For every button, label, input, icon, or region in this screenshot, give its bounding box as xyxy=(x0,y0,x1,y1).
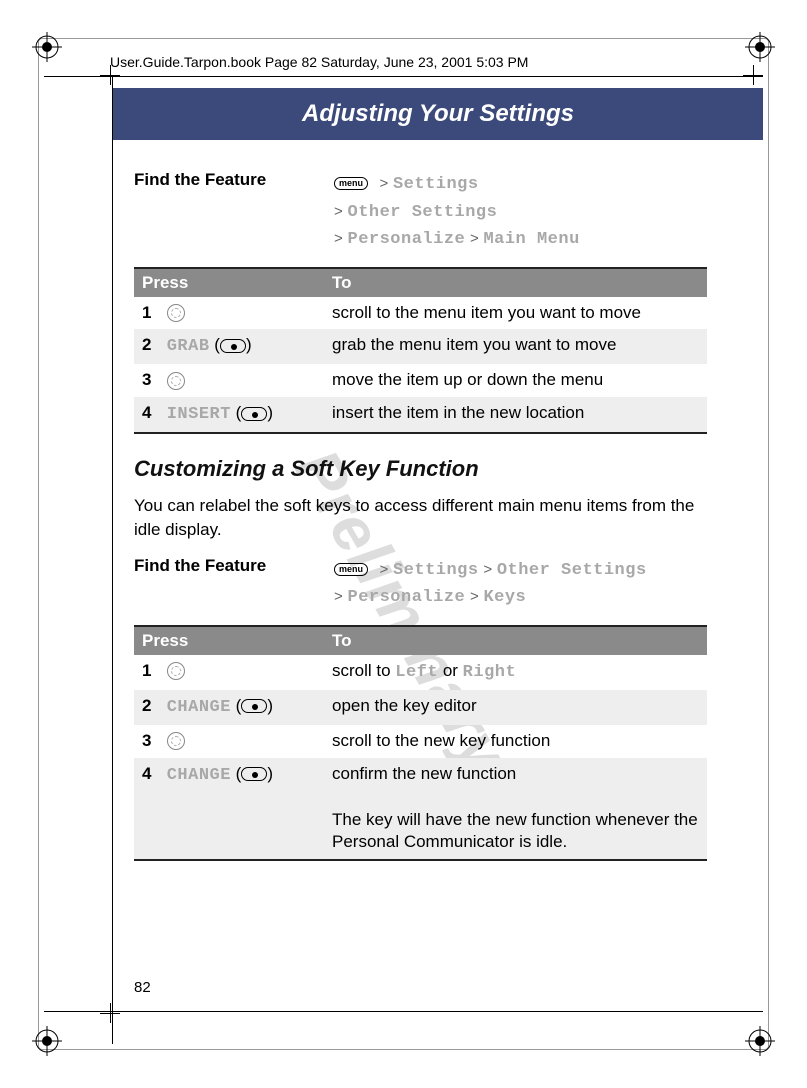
softkey-label: CHANGE xyxy=(167,698,231,717)
nav-circle-icon xyxy=(167,662,185,680)
table-row: 1 scroll to the menu item you want to mo… xyxy=(134,297,707,330)
table-row: 4 CHANGE () confirm the new function The… xyxy=(134,758,707,861)
path-personalize: Personalize xyxy=(348,588,466,607)
chapter-title-bar: Adjusting Your Settings xyxy=(113,88,763,140)
rule-bottom xyxy=(44,1011,763,1012)
find-feature-label: Find the Feature xyxy=(134,556,334,611)
registration-mark-icon xyxy=(32,32,62,62)
col-to: To xyxy=(324,268,707,297)
nav-circle-icon xyxy=(167,304,185,322)
soft-button-icon xyxy=(241,699,267,713)
steps-table-2: Press To 1 scroll to Left or Right 2 CHA… xyxy=(134,625,707,862)
find-feature-path: menu > Settings > Other Settings > Perso… xyxy=(334,556,647,611)
path-other-settings: Other Settings xyxy=(497,561,647,580)
step-desc: open the key editor xyxy=(324,690,707,725)
softkey-label: CHANGE xyxy=(167,766,231,785)
step-num: 3 xyxy=(142,369,162,392)
soft-button-icon xyxy=(241,407,267,421)
registration-mark-icon xyxy=(32,1026,62,1056)
table-row: 3 move the item up or down the menu xyxy=(134,364,707,397)
gt-icon: > xyxy=(334,203,343,220)
gt-icon: > xyxy=(470,230,479,247)
step-num: 2 xyxy=(142,334,162,357)
steps-table-1: Press To 1 scroll to the menu item you w… xyxy=(134,267,707,435)
find-feature-block: Find the Feature menu > Settings > Other… xyxy=(134,556,707,611)
step-desc: scroll to the menu item you want to move xyxy=(324,297,707,330)
step-desc: scroll to Left or Right xyxy=(324,655,707,690)
table-row: 2 GRAB () grab the menu item you want to… xyxy=(134,329,707,364)
crop-mark-icon xyxy=(743,65,763,85)
table-row: 2 CHANGE () open the key editor xyxy=(134,690,707,725)
menu-button-icon: menu xyxy=(334,563,368,576)
step-desc: grab the menu item you want to move xyxy=(324,329,707,364)
section-body: You can relabel the soft keys to access … xyxy=(134,494,707,542)
text: or xyxy=(438,661,463,680)
key-right: Right xyxy=(463,663,517,682)
registration-mark-icon xyxy=(745,1026,775,1056)
nav-circle-icon xyxy=(167,372,185,390)
gt-icon: > xyxy=(483,561,492,578)
menu-button-icon: menu xyxy=(334,177,368,190)
step-desc: scroll to the new key function xyxy=(324,725,707,758)
rule-top xyxy=(44,76,763,77)
chapter-title: Adjusting Your Settings xyxy=(302,100,574,128)
gt-icon: > xyxy=(470,588,479,605)
step-num: 2 xyxy=(142,695,162,718)
col-press: Press xyxy=(134,626,324,655)
table-row: 3 scroll to the new key function xyxy=(134,725,707,758)
find-feature-label: Find the Feature xyxy=(134,170,334,253)
step-desc: confirm the new function The key will ha… xyxy=(324,758,707,861)
page-number: 82 xyxy=(134,979,151,996)
crop-mark-icon xyxy=(100,65,120,85)
text: The key will have the new function whene… xyxy=(332,810,698,852)
step-num: 3 xyxy=(142,730,162,753)
soft-button-icon xyxy=(241,767,267,781)
step-num: 1 xyxy=(142,302,162,325)
content-area: Find the Feature menu > Settings > Other… xyxy=(134,170,707,883)
text: scroll to xyxy=(332,661,395,680)
rule-left xyxy=(112,76,113,1044)
col-to: To xyxy=(324,626,707,655)
gt-icon: > xyxy=(379,561,388,578)
key-left: Left xyxy=(395,663,438,682)
registration-mark-icon xyxy=(745,32,775,62)
path-other-settings: Other Settings xyxy=(348,203,498,222)
running-head: User.Guide.Tarpon.book Page 82 Saturday,… xyxy=(110,54,528,70)
find-feature-path: menu > Settings > Other Settings > Perso… xyxy=(334,170,580,253)
crop-mark-icon xyxy=(100,1003,120,1023)
step-desc: move the item up or down the menu xyxy=(324,364,707,397)
gt-icon: > xyxy=(379,175,388,192)
path-personalize: Personalize xyxy=(348,230,466,249)
step-desc: insert the item in the new location xyxy=(324,397,707,433)
path-main-menu: Main Menu xyxy=(483,230,579,249)
gt-icon: > xyxy=(334,588,343,605)
path-settings: Settings xyxy=(393,175,479,194)
col-press: Press xyxy=(134,268,324,297)
nav-circle-icon xyxy=(167,732,185,750)
step-num: 4 xyxy=(142,402,162,425)
gt-icon: > xyxy=(334,230,343,247)
text: confirm the new function xyxy=(332,764,516,783)
section-heading: Customizing a Soft Key Function xyxy=(134,456,707,482)
path-settings: Settings xyxy=(393,561,479,580)
softkey-label: GRAB xyxy=(167,337,210,356)
step-num: 4 xyxy=(142,763,162,786)
find-feature-block: Find the Feature menu > Settings > Other… xyxy=(134,170,707,253)
softkey-label: INSERT xyxy=(167,405,231,424)
table-row: 1 scroll to Left or Right xyxy=(134,655,707,690)
path-keys: Keys xyxy=(483,588,526,607)
soft-button-icon xyxy=(220,339,246,353)
table-row: 4 INSERT () insert the item in the new l… xyxy=(134,397,707,433)
step-num: 1 xyxy=(142,660,162,683)
